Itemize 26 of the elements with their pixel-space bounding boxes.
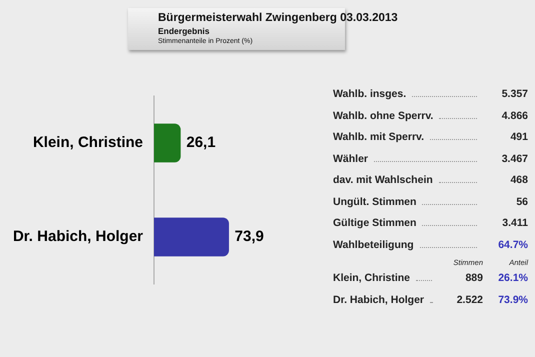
text: 3.411 — [502, 217, 528, 229]
category-label: dav. mit Wahlschein — [333, 174, 433, 186]
category-label: Wähler — [333, 152, 368, 164]
category-label: Klein, Christine — [333, 272, 410, 284]
text: 26.1% — [498, 272, 528, 284]
text: 5.357 — [502, 88, 528, 100]
text: 56 — [516, 196, 528, 208]
text: 491 — [510, 131, 528, 143]
data-label: 26,1 — [186, 134, 216, 152]
text: 468 — [510, 174, 528, 186]
category-label: Ungült. Stimmen — [333, 196, 416, 208]
text: 889 — [465, 272, 483, 284]
category-label: Dr. Habich, Holger — [333, 294, 424, 306]
text: 3.467 — [502, 152, 528, 164]
text: 73.9% — [498, 294, 528, 306]
category-label: Gültige Stimmen — [333, 217, 416, 229]
category-label: Wahlb. ohne Sperrv. — [333, 110, 434, 122]
category-label: Wahlb. mit Sperrv. — [333, 131, 424, 143]
text: Bürgermeisterwahl Zwingenberg 03.03.2013 — [158, 12, 398, 24]
text: 64.7% — [498, 238, 528, 250]
category-label: Wahlbeteiligung — [333, 238, 414, 250]
category-label: Wahlb. insges. — [333, 88, 406, 100]
text: 4.866 — [502, 110, 528, 122]
chart-subtitle: Endergebnis — [158, 26, 210, 36]
text: 2.522 — [456, 294, 483, 306]
data-label: 73,9 — [234, 228, 264, 246]
